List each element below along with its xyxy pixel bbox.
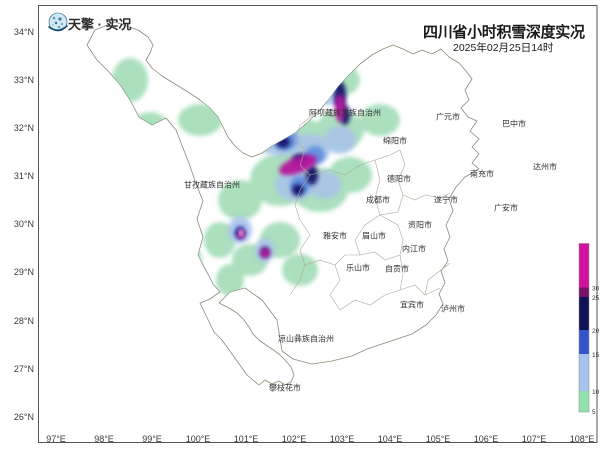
svg-text:20: 20 [592,328,600,335]
svg-text:10: 10 [592,389,600,396]
svg-text:25: 25 [592,295,600,302]
svg-text:30: 30 [592,286,600,293]
svg-text:15: 15 [592,352,600,359]
svg-text:5: 5 [592,409,596,416]
